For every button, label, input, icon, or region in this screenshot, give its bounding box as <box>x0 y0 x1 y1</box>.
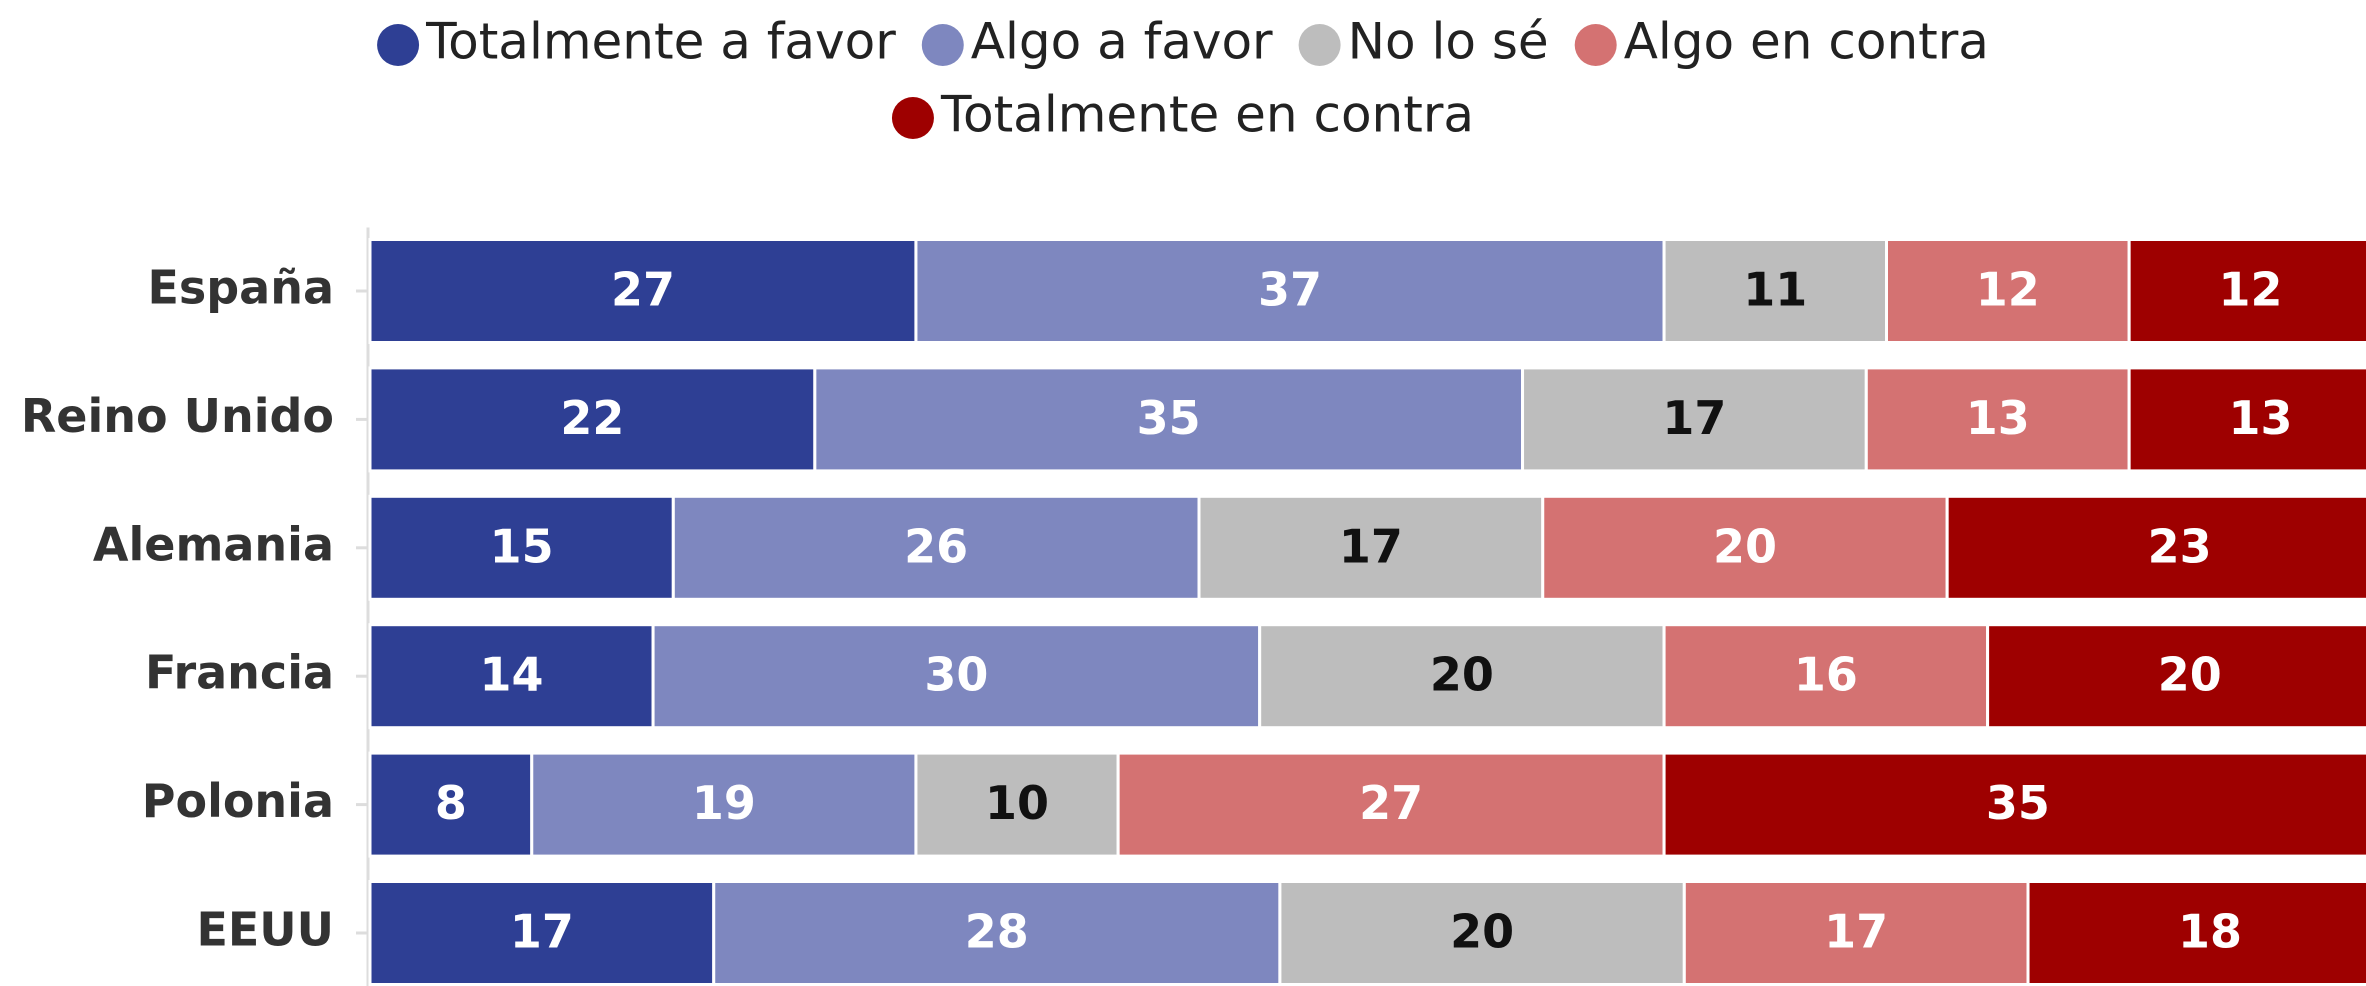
bar-segment <box>1116 751 1666 858</box>
legend-item: Totalmente a favor <box>377 13 896 71</box>
legend-swatch <box>1574 24 1617 66</box>
bar-segment <box>2127 366 2366 473</box>
category-label: España <box>147 261 334 315</box>
bar-segment <box>530 751 918 858</box>
value-label: 17 <box>1824 905 1888 959</box>
bar-segment <box>914 751 1120 858</box>
legend-label: Algo a favor <box>971 13 1273 71</box>
bar-segment <box>914 238 1666 344</box>
bar-segment <box>1258 623 1666 730</box>
value-label: 17 <box>1662 391 1726 445</box>
value-label: 20 <box>1713 519 1777 573</box>
value-label: 35 <box>1137 391 1201 445</box>
legend-label: Totalmente en contra <box>940 86 1474 144</box>
value-label: 35 <box>1986 776 2050 830</box>
value-label: 13 <box>1966 391 2030 445</box>
bar-segment <box>1885 238 2131 344</box>
category-label: EEUU <box>196 903 334 957</box>
value-label: 12 <box>2218 263 2282 317</box>
value-label: 8 <box>435 776 467 830</box>
category-label: Francia <box>145 646 334 700</box>
bar-segment <box>368 494 675 601</box>
bar-segment <box>671 494 1201 601</box>
value-label: 27 <box>1359 776 1423 830</box>
legend-label: Totalmente a favor <box>425 13 896 71</box>
value-label: 20 <box>2158 648 2222 702</box>
bar-segment <box>1662 751 2366 858</box>
bar-segment <box>1541 494 1949 601</box>
value-label: 23 <box>2148 519 2212 573</box>
value-label: 13 <box>2229 391 2293 445</box>
bar-segment <box>1278 880 1686 986</box>
category-label: Reino Unido <box>21 389 334 443</box>
value-label: 11 <box>1743 263 1807 317</box>
bar-segment <box>1682 880 2030 986</box>
value-label: 14 <box>480 648 544 702</box>
bar-segment <box>1945 494 2366 601</box>
value-label: 10 <box>985 776 1049 830</box>
bar-segment <box>2026 880 2366 986</box>
legend-swatch <box>1298 24 1341 66</box>
bar-segment <box>1662 623 1990 730</box>
bar-segment <box>368 366 817 473</box>
value-label: 37 <box>1258 263 1322 317</box>
value-label: 18 <box>2178 905 2242 959</box>
legend-item: No lo sé <box>1298 13 1549 71</box>
value-label: 22 <box>560 391 624 445</box>
legend-label: Algo en contra <box>1624 13 1989 71</box>
value-label: 17 <box>1339 519 1403 573</box>
value-label: 26 <box>904 519 968 573</box>
value-label: 16 <box>1794 648 1858 702</box>
category-label: Alemania <box>93 517 334 571</box>
bar-segment <box>813 366 1525 473</box>
legend-swatch <box>921 24 964 66</box>
legend-swatch <box>377 24 420 66</box>
legend-item: Totalmente en contra <box>891 86 1474 144</box>
value-label: 19 <box>692 776 756 830</box>
value-label: 17 <box>510 905 574 959</box>
value-label: 30 <box>924 648 988 702</box>
legend-item: Algo a favor <box>921 13 1273 71</box>
legend-item: Algo en contra <box>1574 13 1989 71</box>
value-label: 15 <box>490 519 554 573</box>
category-label: Polonia <box>142 774 334 828</box>
bar-segment <box>1986 623 2366 730</box>
legend-swatch <box>891 97 934 139</box>
bar-segment <box>712 880 1282 986</box>
bar-segment <box>368 880 716 986</box>
value-label: 27 <box>611 263 675 317</box>
bar-segment <box>368 238 918 344</box>
value-label: 28 <box>965 905 1029 959</box>
value-label: 12 <box>1976 263 2040 317</box>
bar-segment <box>1662 238 1888 344</box>
legend-label: No lo sé <box>1348 13 1549 71</box>
bar-segment <box>2127 238 2366 344</box>
value-label: 20 <box>1450 905 1514 959</box>
bar-segment <box>1197 494 1545 601</box>
value-label: 20 <box>1430 648 1494 702</box>
